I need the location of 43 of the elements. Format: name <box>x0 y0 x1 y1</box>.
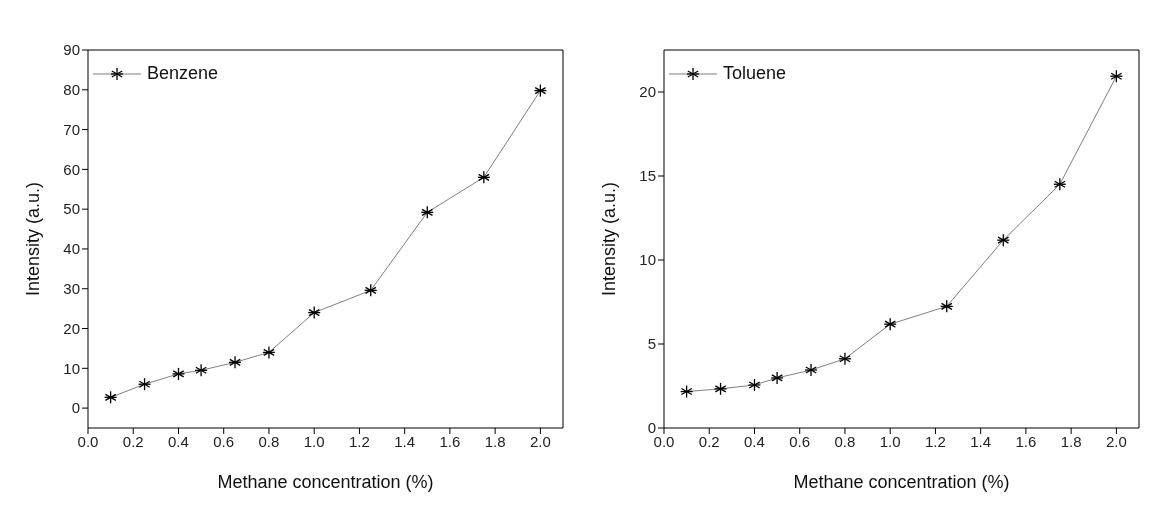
y-axis-title: Intensity (a.u.) <box>23 181 44 297</box>
y-tick-label: 30 <box>63 280 80 298</box>
x-tick-label: 0.8 <box>258 432 280 450</box>
x-tick-label: 1.4 <box>394 432 416 450</box>
x-tick-label: 0.0 <box>77 432 99 450</box>
x-tick-label: 0.6 <box>789 432 811 450</box>
y-tick-label: 90 <box>63 41 80 59</box>
y-tick-label: 80 <box>63 81 80 99</box>
x-tick-label: 1.4 <box>970 432 992 450</box>
x-tick-label: 0.0 <box>653 432 675 450</box>
x-tick-label: 0.4 <box>168 432 189 450</box>
x-tick-label: 1.0 <box>879 432 901 450</box>
y-tick-label: 15 <box>639 167 656 185</box>
x-tick-label: 1.8 <box>484 432 506 450</box>
x-tick-label: 1.0 <box>303 432 325 450</box>
y-tick-label: 40 <box>63 240 80 258</box>
x-tick-label: 1.6 <box>1015 432 1037 450</box>
y-tick-label: 20 <box>639 83 656 101</box>
y-tick-label: 0 <box>71 399 80 417</box>
x-tick-label: 1.2 <box>349 432 370 450</box>
x-tick-label: 2.0 <box>1105 432 1127 450</box>
y-tick-label: 5 <box>647 335 656 353</box>
x-tick-label: 1.6 <box>439 432 461 450</box>
y-tick-label: 0 <box>647 419 656 437</box>
x-tick-label: 0.2 <box>122 432 144 450</box>
x-axis-title: Methane concentration (%) <box>217 472 434 492</box>
y-axis-title: Intensity (a.u.) <box>599 181 620 297</box>
y-tick-label: 50 <box>63 200 80 218</box>
y-tick-label: 20 <box>63 319 80 337</box>
y-tick-label: 70 <box>63 120 80 138</box>
legend-label: Toluene <box>723 63 787 84</box>
x-tick-label: 1.8 <box>1060 432 1082 450</box>
x-tick-label: 0.2 <box>698 432 720 450</box>
x-tick-label: 0.6 <box>213 432 235 450</box>
x-tick-label: 2.0 <box>529 432 551 450</box>
y-tick-label: 10 <box>639 251 656 269</box>
legend-label: Benzene <box>147 63 219 84</box>
y-tick-label: 60 <box>63 160 80 178</box>
y-tick-label: 10 <box>63 359 80 377</box>
x-tick-label: 0.4 <box>744 432 765 450</box>
x-tick-label: 1.2 <box>925 432 946 450</box>
x-axis-title: Methane concentration (%) <box>793 472 1010 492</box>
x-tick-label: 0.8 <box>834 432 856 450</box>
